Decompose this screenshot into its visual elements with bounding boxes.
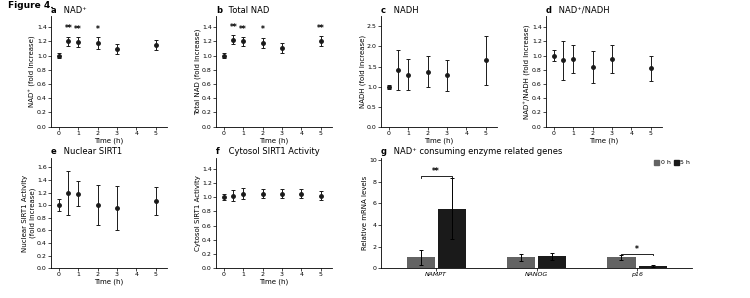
Text: a: a [51, 6, 57, 15]
X-axis label: Time (h): Time (h) [260, 279, 289, 285]
Text: d: d [546, 6, 552, 15]
Text: NAD⁺/NADH: NAD⁺/NADH [556, 6, 609, 15]
Text: g: g [381, 148, 387, 156]
Bar [438, 209, 466, 268]
Y-axis label: Nuclear SIRT1 Activity
(fold Increase): Nuclear SIRT1 Activity (fold Increase) [22, 175, 35, 252]
X-axis label: Time (h): Time (h) [260, 137, 289, 144]
Text: **: ** [432, 167, 440, 176]
Text: e: e [51, 148, 57, 156]
Text: Total NAD: Total NAD [226, 6, 269, 15]
Legend: 0 h, 5 h: 0 h, 5 h [654, 160, 690, 165]
Y-axis label: NAD⁺ (fold Increase): NAD⁺ (fold Increase) [28, 36, 35, 107]
Y-axis label: NADH (fold Increase): NADH (fold Increase) [359, 35, 365, 108]
X-axis label: Time (h): Time (h) [424, 137, 454, 144]
Text: f: f [216, 148, 220, 156]
Bar [507, 257, 535, 268]
Text: Figure 4.: Figure 4. [8, 1, 53, 10]
Bar [406, 257, 435, 268]
Text: *: * [635, 245, 639, 254]
Text: **: ** [64, 24, 72, 33]
Text: NADH: NADH [391, 6, 418, 15]
Text: **: ** [316, 24, 325, 33]
Text: **: ** [239, 25, 247, 34]
Bar [638, 266, 667, 268]
X-axis label: Time (h): Time (h) [94, 137, 124, 144]
Y-axis label: NAD⁺/NADH (fold Increase): NAD⁺/NADH (fold Increase) [524, 24, 530, 119]
Text: *: * [260, 25, 265, 35]
X-axis label: Time (h): Time (h) [590, 137, 619, 144]
Text: c: c [381, 6, 386, 15]
Text: **: ** [74, 25, 82, 34]
Text: Cytosol SIRT1 Activity: Cytosol SIRT1 Activity [226, 148, 320, 156]
Text: NAD⁺: NAD⁺ [61, 6, 86, 15]
Y-axis label: Total NAD (fold Increase): Total NAD (fold Increase) [194, 28, 200, 115]
Text: Nuclear SIRT1: Nuclear SIRT1 [61, 148, 122, 156]
Bar [538, 256, 566, 268]
Y-axis label: Relative mRNA levels: Relative mRNA levels [362, 176, 368, 250]
Text: *: * [95, 25, 100, 34]
Text: b: b [216, 6, 222, 15]
Bar [608, 257, 635, 268]
Text: **: ** [230, 23, 237, 32]
Text: NAD⁺ consuming enzyme related genes: NAD⁺ consuming enzyme related genes [391, 148, 562, 156]
Y-axis label: Cytosol SIRT1 Activity: Cytosol SIRT1 Activity [194, 175, 200, 251]
X-axis label: Time (h): Time (h) [94, 279, 124, 285]
